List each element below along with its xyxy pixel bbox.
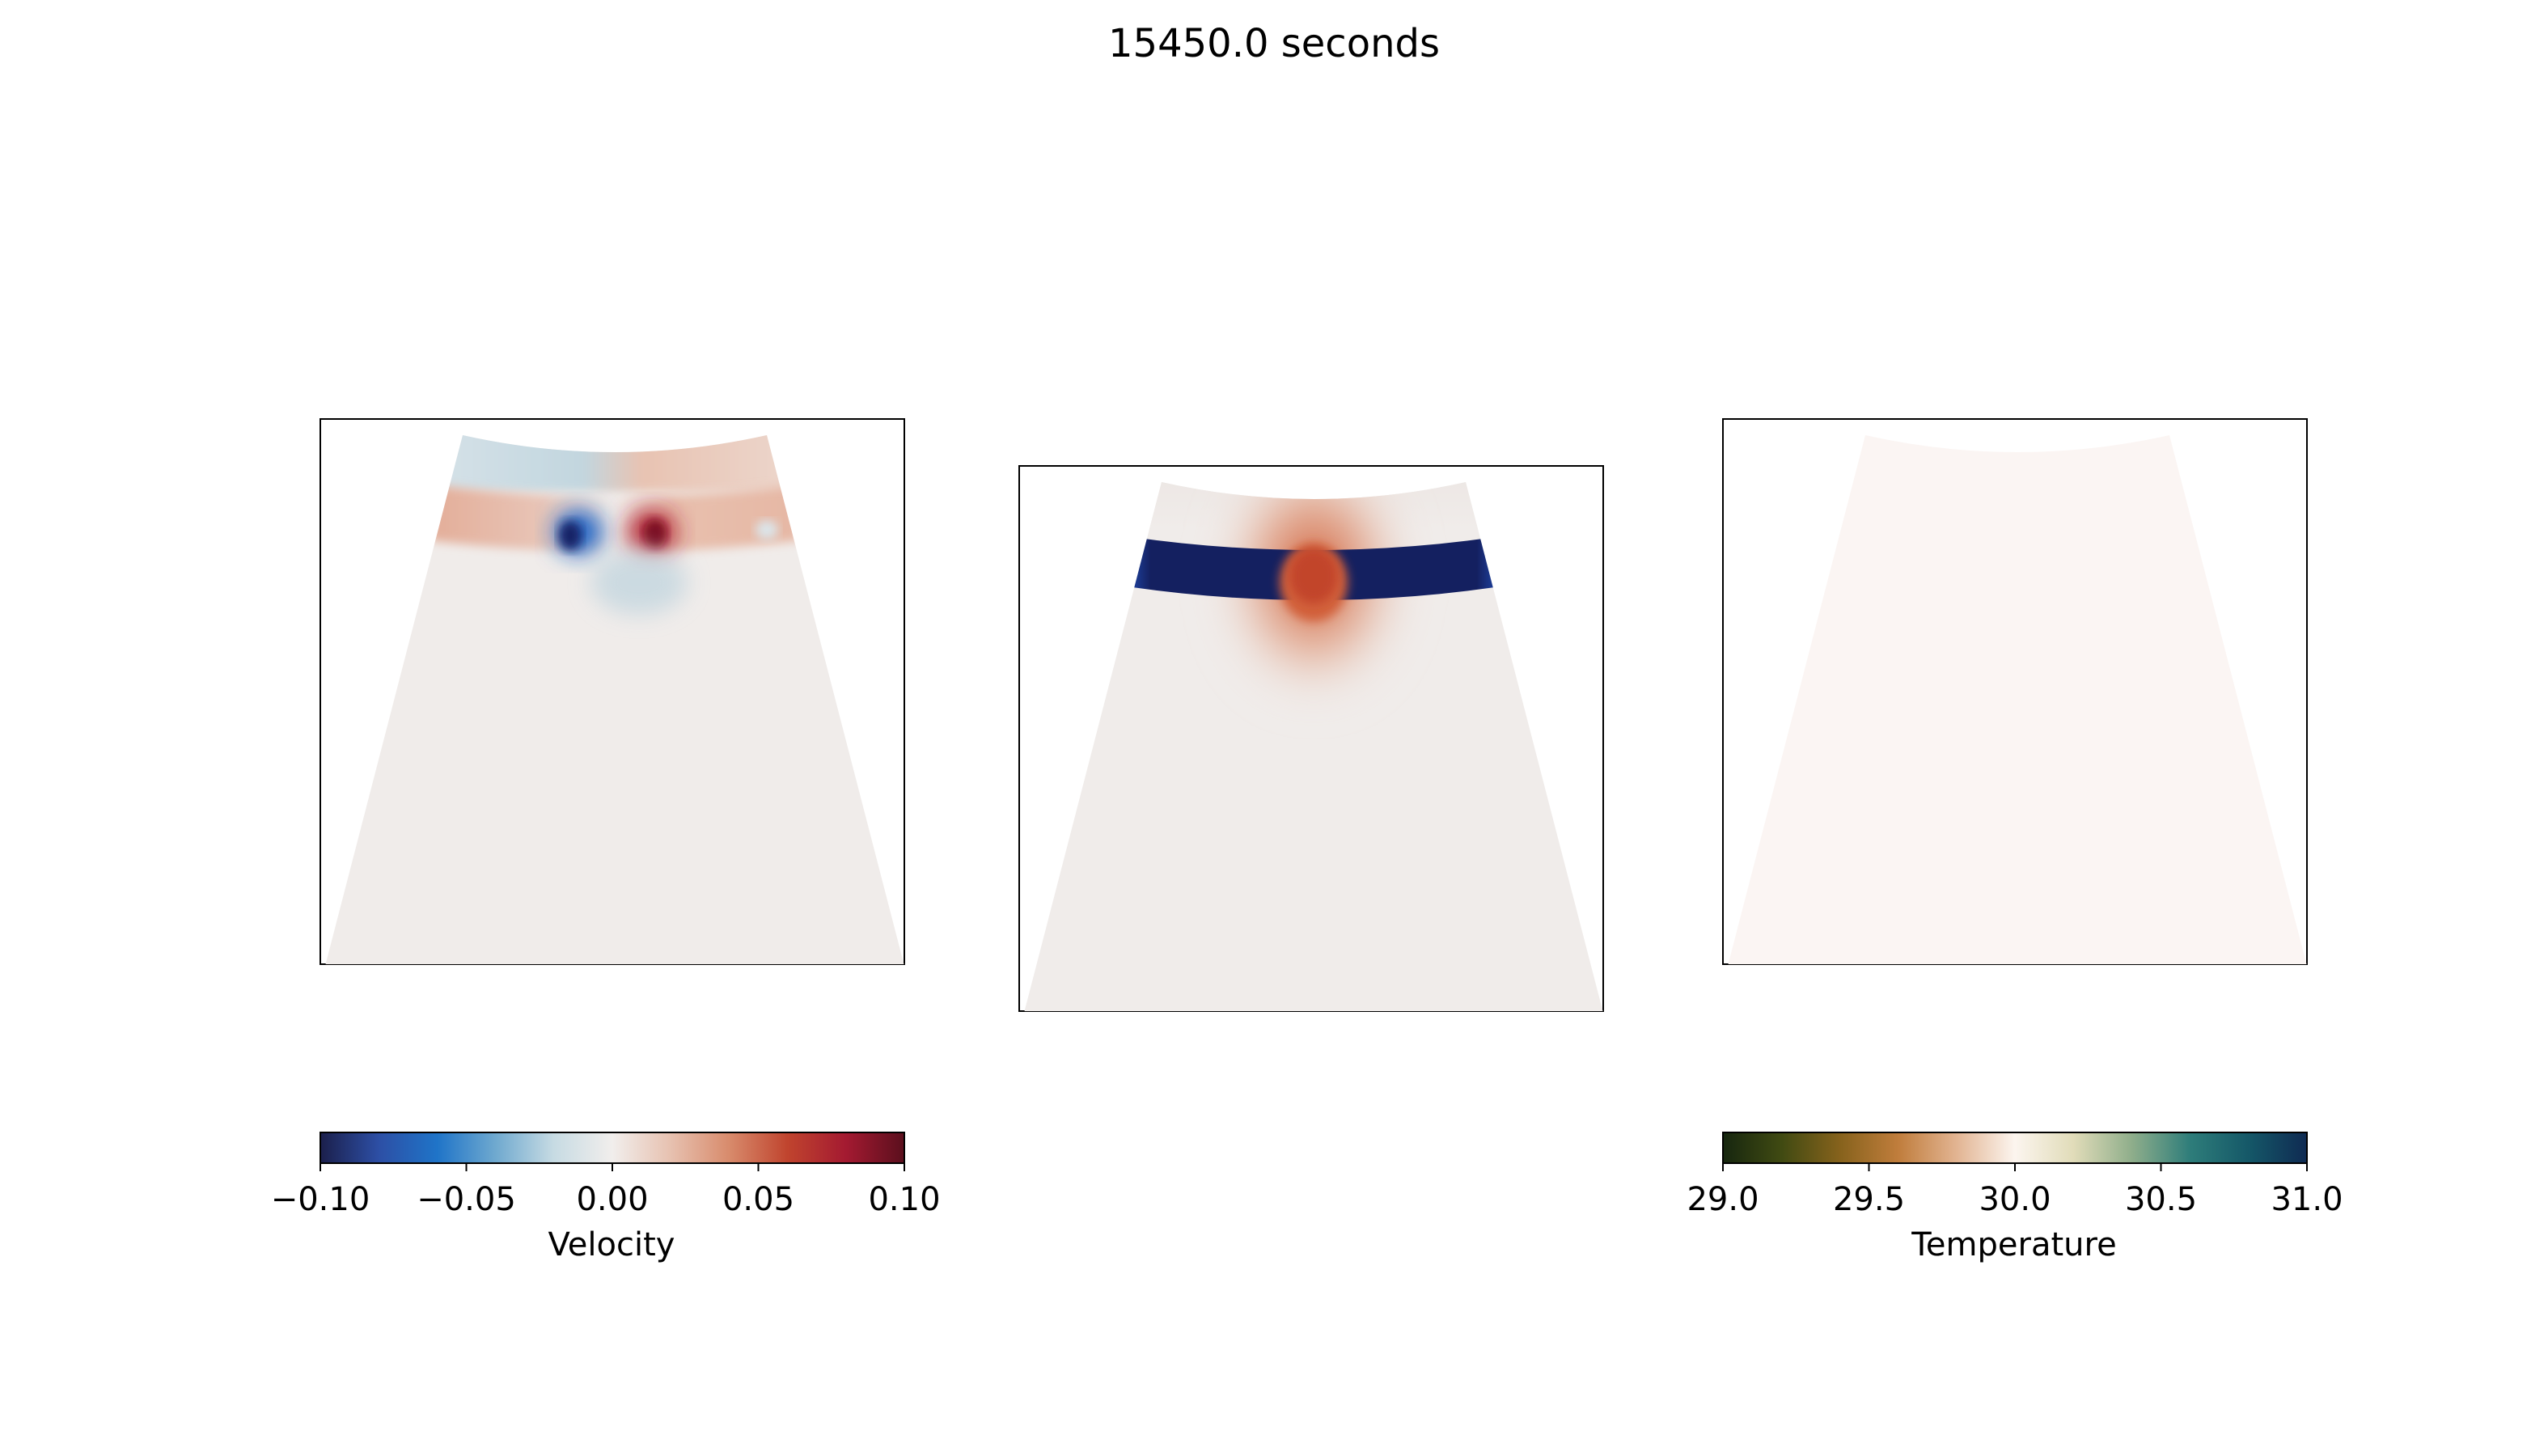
velocity-colorbar-tick-label: 0.00 bbox=[576, 1181, 648, 1218]
velocity-colorbar-tick-label: −0.10 bbox=[271, 1181, 370, 1218]
temperature-colorbar-gradient bbox=[1722, 1132, 2308, 1164]
temperature-colorbar-tick-label: 29.5 bbox=[1833, 1181, 1905, 1218]
velocity-colorbar-tick-label: 0.10 bbox=[868, 1181, 940, 1218]
red-core-left bbox=[644, 519, 667, 548]
pale-spot-left bbox=[756, 520, 778, 540]
red-column-core-middle bbox=[1289, 548, 1338, 603]
band-left bbox=[429, 485, 801, 552]
velocity-colorbar-label: Velocity bbox=[548, 1226, 675, 1263]
velocity-colorbar-gradient bbox=[320, 1132, 905, 1164]
velocity-colorbar-tick-label: 0.05 bbox=[722, 1181, 794, 1218]
temperature-colorbar: 29.0 29.5 30.0 30.5 31.0 bbox=[1687, 1132, 2343, 1218]
temperature-colorbar-tick-label: 29.0 bbox=[1687, 1181, 1759, 1218]
blue-core-left bbox=[559, 521, 582, 550]
figure-title: 15450.0 seconds bbox=[1108, 21, 1440, 66]
temperature-colorbar-tick-label: 31.0 bbox=[2271, 1181, 2343, 1218]
temperature-colorbar-label: Temperature bbox=[1911, 1226, 2117, 1263]
velocity-colorbar: −0.10 −0.05 0.00 0.05 0.10 bbox=[271, 1132, 941, 1218]
velocity-colorbar-tick-label: −0.05 bbox=[417, 1181, 516, 1218]
faint-blue-left bbox=[590, 550, 688, 615]
velocity-panel-middle bbox=[1018, 465, 1604, 1012]
temperature-colorbar-tick-label: 30.5 bbox=[2125, 1181, 2197, 1218]
velocity-panel-left bbox=[320, 418, 905, 965]
temperature-colorbar-tick-label: 30.0 bbox=[1979, 1181, 2051, 1218]
temperature-panel-right bbox=[1722, 418, 2308, 965]
